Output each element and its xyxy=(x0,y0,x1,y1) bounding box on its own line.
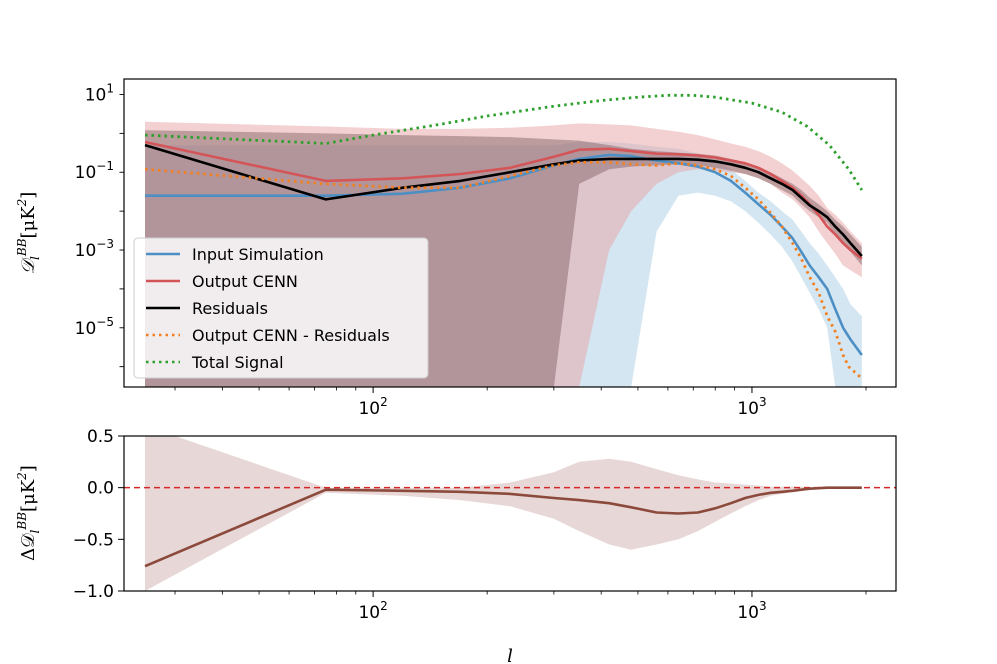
band-difference xyxy=(145,436,862,591)
y-tick-label: 10−5 xyxy=(75,315,114,339)
y-tick-label: 101 xyxy=(85,81,114,105)
legend-label-output-cenn: Output CENN xyxy=(192,272,298,291)
series-line-difference xyxy=(144,486,862,568)
svg-text:Δ𝒟lBB[μK2]: Δ𝒟lBB[μK2] xyxy=(15,465,42,561)
x-tick-label: 103 xyxy=(737,599,766,623)
svg-text:𝒟lBB[μK2]: 𝒟lBB[μK2] xyxy=(15,192,42,275)
y-tick-label: 0.5 xyxy=(87,427,114,447)
series-line-output-cenn xyxy=(144,140,863,260)
bottom-x-axis-label: l xyxy=(507,646,513,664)
bottom-panel: 102 103 0.5 0.0 −0.5 −1.0 Δ𝒟lBB[μK2] l xyxy=(15,427,897,664)
top-panel: 102 103 101 10−1 10−3 10−5 𝒟lBB[μK2] Input Si… xyxy=(15,78,897,419)
x-tick-label: 102 xyxy=(358,395,387,419)
legend-label-input-simulation: Input Simulation xyxy=(192,245,324,264)
x-tick-label: 102 xyxy=(358,599,387,623)
y-tick-label: 10−3 xyxy=(75,237,114,261)
top-y-axis-label: 𝒟lBB[μK2] xyxy=(15,192,42,275)
x-tick-label: 103 xyxy=(737,395,766,419)
series-line-input-simulation xyxy=(145,153,863,356)
legend: Input Simulation Output CENN Residuals O… xyxy=(133,237,429,379)
series-line-output-cenn-residuals xyxy=(144,160,863,380)
series-line-residuals xyxy=(144,143,863,257)
bottom-axes-frame xyxy=(123,435,897,592)
top-axes-frame xyxy=(123,78,897,388)
y-tick-label: 0.0 xyxy=(87,479,114,499)
legend-frame xyxy=(133,237,429,379)
y-tick-label: −0.5 xyxy=(73,530,114,550)
series-line-total-signal xyxy=(144,93,863,191)
y-tick-label: −1.0 xyxy=(73,582,114,602)
legend-label-output-minus-residuals: Output CENN - Residuals xyxy=(192,326,390,345)
legend-label-residuals: Residuals xyxy=(192,299,268,318)
bottom-y-axis-label: Δ𝒟lBB[μK2] xyxy=(15,465,42,561)
legend-label-total-signal: Total Signal xyxy=(191,353,284,372)
y-tick-label: 10−1 xyxy=(75,159,114,183)
